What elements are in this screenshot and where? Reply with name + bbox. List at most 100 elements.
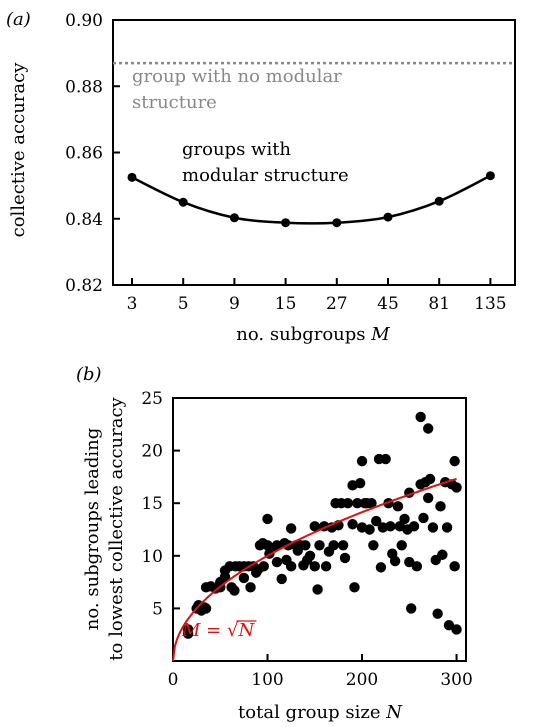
series-point bbox=[229, 213, 239, 223]
scatter-point bbox=[304, 550, 316, 561]
scatter-point bbox=[437, 549, 448, 560]
scatter-point bbox=[443, 620, 455, 631]
scatter-point bbox=[405, 603, 417, 614]
panel-a-y-axis-title: collective accuracy bbox=[8, 62, 29, 238]
scatter-point bbox=[285, 561, 297, 572]
panel-b-y-axis-title-line-2: to lowest collective accuracy bbox=[106, 396, 127, 660]
scatter-point bbox=[385, 521, 396, 532]
series-label-2: modular structure bbox=[182, 165, 349, 186]
panel-b-x-axis-title: total group size N bbox=[238, 702, 403, 723]
x-tick-label: 100 bbox=[251, 670, 283, 690]
scatter-point bbox=[396, 540, 407, 551]
y-tick-label: 10 bbox=[141, 547, 163, 567]
scatter-point bbox=[258, 561, 269, 572]
x-tick-label: 0 bbox=[168, 670, 179, 690]
y-tick-label: 15 bbox=[141, 494, 163, 514]
panel-b-y-ticks: 5 10 15 20 25 bbox=[141, 389, 180, 619]
y-tick-label: 25 bbox=[141, 389, 163, 409]
scatter-point bbox=[422, 423, 434, 434]
scatter-point bbox=[349, 582, 360, 593]
scatter-point bbox=[368, 540, 379, 551]
fit-label: M = √N bbox=[181, 620, 255, 641]
scatter-point bbox=[441, 522, 453, 533]
scatter-point bbox=[300, 540, 311, 551]
series-point bbox=[178, 197, 188, 207]
panel-b-label: (b) bbox=[76, 364, 102, 385]
series-point bbox=[127, 172, 137, 182]
reference-line-label-1: group with no modular bbox=[132, 66, 342, 87]
series-line bbox=[131, 174, 491, 225]
scatter-point bbox=[285, 523, 297, 534]
panel-a-x-ticks: 3 5 9 15 27 45 81 135 bbox=[127, 278, 507, 314]
scatter-point bbox=[328, 540, 339, 551]
scatter-point bbox=[422, 492, 434, 504]
panel-b: (b) 5 10 15 20 25 0 100 200 300 no. subgroups l… bbox=[76, 364, 473, 723]
scatter-point bbox=[229, 585, 240, 596]
panel-b-points bbox=[182, 411, 462, 639]
series-point bbox=[332, 218, 342, 228]
reference-line-label-2: structure bbox=[132, 92, 217, 113]
x-tick-label: 45 bbox=[377, 294, 399, 314]
scatter-point bbox=[314, 540, 325, 551]
scatter-point bbox=[347, 519, 358, 530]
scatter-point bbox=[432, 608, 443, 619]
scatter-point bbox=[408, 521, 420, 532]
scatter-point bbox=[276, 573, 287, 585]
series-point bbox=[434, 196, 444, 206]
x-tick-label: 300 bbox=[440, 670, 472, 690]
scatter-point bbox=[354, 478, 366, 489]
x-tick-label: 135 bbox=[474, 294, 506, 314]
panel-b-y-axis-title-line-1: no. subgroups leading bbox=[82, 428, 103, 630]
series-point bbox=[383, 212, 393, 222]
x-tick-label: 3 bbox=[127, 294, 138, 314]
scatter-point bbox=[404, 556, 415, 568]
series-point bbox=[485, 171, 495, 181]
scatter-point bbox=[371, 515, 382, 527]
scatter-point bbox=[435, 501, 446, 512]
scatter-point bbox=[366, 498, 377, 509]
scatter-point bbox=[451, 482, 462, 493]
scatter-point bbox=[337, 540, 349, 551]
y-tick-label: 0.84 bbox=[65, 210, 103, 230]
scatter-point bbox=[392, 501, 404, 512]
y-tick-label: 5 bbox=[152, 599, 163, 619]
scatter-point bbox=[238, 572, 250, 584]
scatter-point bbox=[449, 455, 460, 467]
x-tick-label: 81 bbox=[428, 294, 450, 314]
scatter-point bbox=[352, 498, 363, 509]
scatter-point bbox=[200, 603, 212, 614]
scatter-point bbox=[356, 455, 368, 467]
scatter-point bbox=[245, 582, 256, 593]
y-tick-label: 0.88 bbox=[65, 77, 103, 97]
scatter-point bbox=[389, 555, 401, 567]
scatter-point bbox=[262, 513, 273, 525]
y-tick-label: 0.82 bbox=[65, 276, 103, 296]
scatter-point bbox=[309, 561, 320, 572]
x-tick-label: 200 bbox=[346, 670, 378, 690]
scatter-point bbox=[312, 584, 323, 595]
y-tick-label: 0.90 bbox=[65, 11, 103, 31]
scatter-point bbox=[415, 411, 426, 423]
panel-a-x-axis-title: no. subgroups M bbox=[236, 324, 390, 345]
scatter-point bbox=[309, 521, 320, 532]
scatter-point bbox=[375, 562, 387, 573]
scatter-point bbox=[451, 624, 462, 635]
sqrt-fit-curve bbox=[172, 477, 457, 662]
scatter-point bbox=[339, 552, 351, 564]
x-tick-label: 5 bbox=[178, 294, 189, 314]
panel-a: (a) 0.820.840.860.880.90 3 5 9 15 27 45 81 135 … bbox=[6, 9, 516, 345]
panel-a-series bbox=[127, 171, 495, 228]
scatter-point bbox=[427, 522, 439, 533]
scatter-point bbox=[364, 524, 375, 535]
x-tick-label: 15 bbox=[275, 294, 297, 314]
scatter-point bbox=[271, 556, 283, 568]
panel-a-frame bbox=[112, 19, 516, 286]
panel-a-label: (a) bbox=[6, 9, 31, 30]
x-tick-label: 27 bbox=[326, 294, 348, 314]
scatter-point bbox=[449, 561, 460, 572]
panel-b-x-ticks: 0 100 200 300 bbox=[168, 654, 473, 690]
scatter-point bbox=[380, 453, 391, 465]
scatter-point bbox=[342, 498, 354, 509]
scatter-point bbox=[320, 561, 332, 572]
